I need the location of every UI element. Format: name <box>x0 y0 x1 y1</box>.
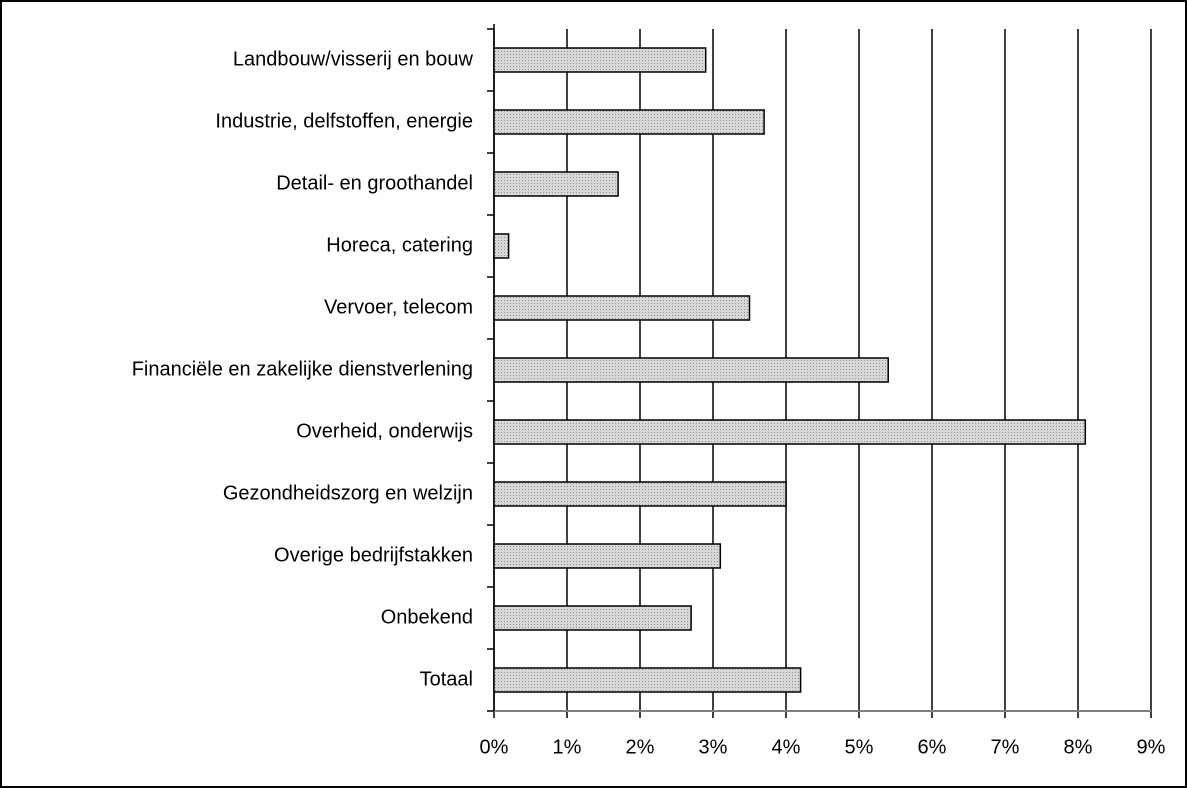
bar <box>493 233 510 259</box>
x-tick-label: 5% <box>845 736 874 758</box>
x-tick-label: 4% <box>772 736 801 758</box>
x-tick-label: 2% <box>626 736 655 758</box>
y-tick-label: Gezondheidszorg en welzijn <box>223 482 473 504</box>
bar <box>493 605 692 631</box>
y-tick-label: Horeca, catering <box>326 234 473 256</box>
y-tick-label: Industrie, delfstoffen, energie <box>215 110 473 132</box>
y-tick-label: Detail- en groothandel <box>276 172 473 194</box>
x-tick-label: 8% <box>1064 736 1093 758</box>
x-tick-label: 7% <box>991 736 1020 758</box>
bar <box>493 481 787 507</box>
bar <box>493 295 751 321</box>
x-tick-label: 1% <box>553 736 582 758</box>
y-tick-label: Vervoer, telecom <box>324 296 473 318</box>
x-tick-label: 3% <box>699 736 728 758</box>
bar <box>493 543 722 569</box>
x-tick-label: 9% <box>1137 736 1166 758</box>
bar <box>493 419 1087 445</box>
y-tick-label: Financiële en zakelijke dienstverlening <box>132 358 473 380</box>
bar <box>493 357 889 383</box>
y-tick-label: Overige bedrijfstakken <box>274 544 473 566</box>
y-tick-label: Totaal <box>420 668 473 690</box>
bar <box>493 109 765 135</box>
y-tick-label: Overheid, onderwijs <box>296 420 473 442</box>
x-tick-label: 6% <box>918 736 947 758</box>
bar <box>493 667 802 693</box>
x-tick-label: 0% <box>480 736 509 758</box>
y-tick-label: Onbekend <box>381 606 473 628</box>
bar <box>493 47 707 73</box>
y-tick-label: Landbouw/visserij en bouw <box>233 48 474 70</box>
bar <box>493 171 619 197</box>
